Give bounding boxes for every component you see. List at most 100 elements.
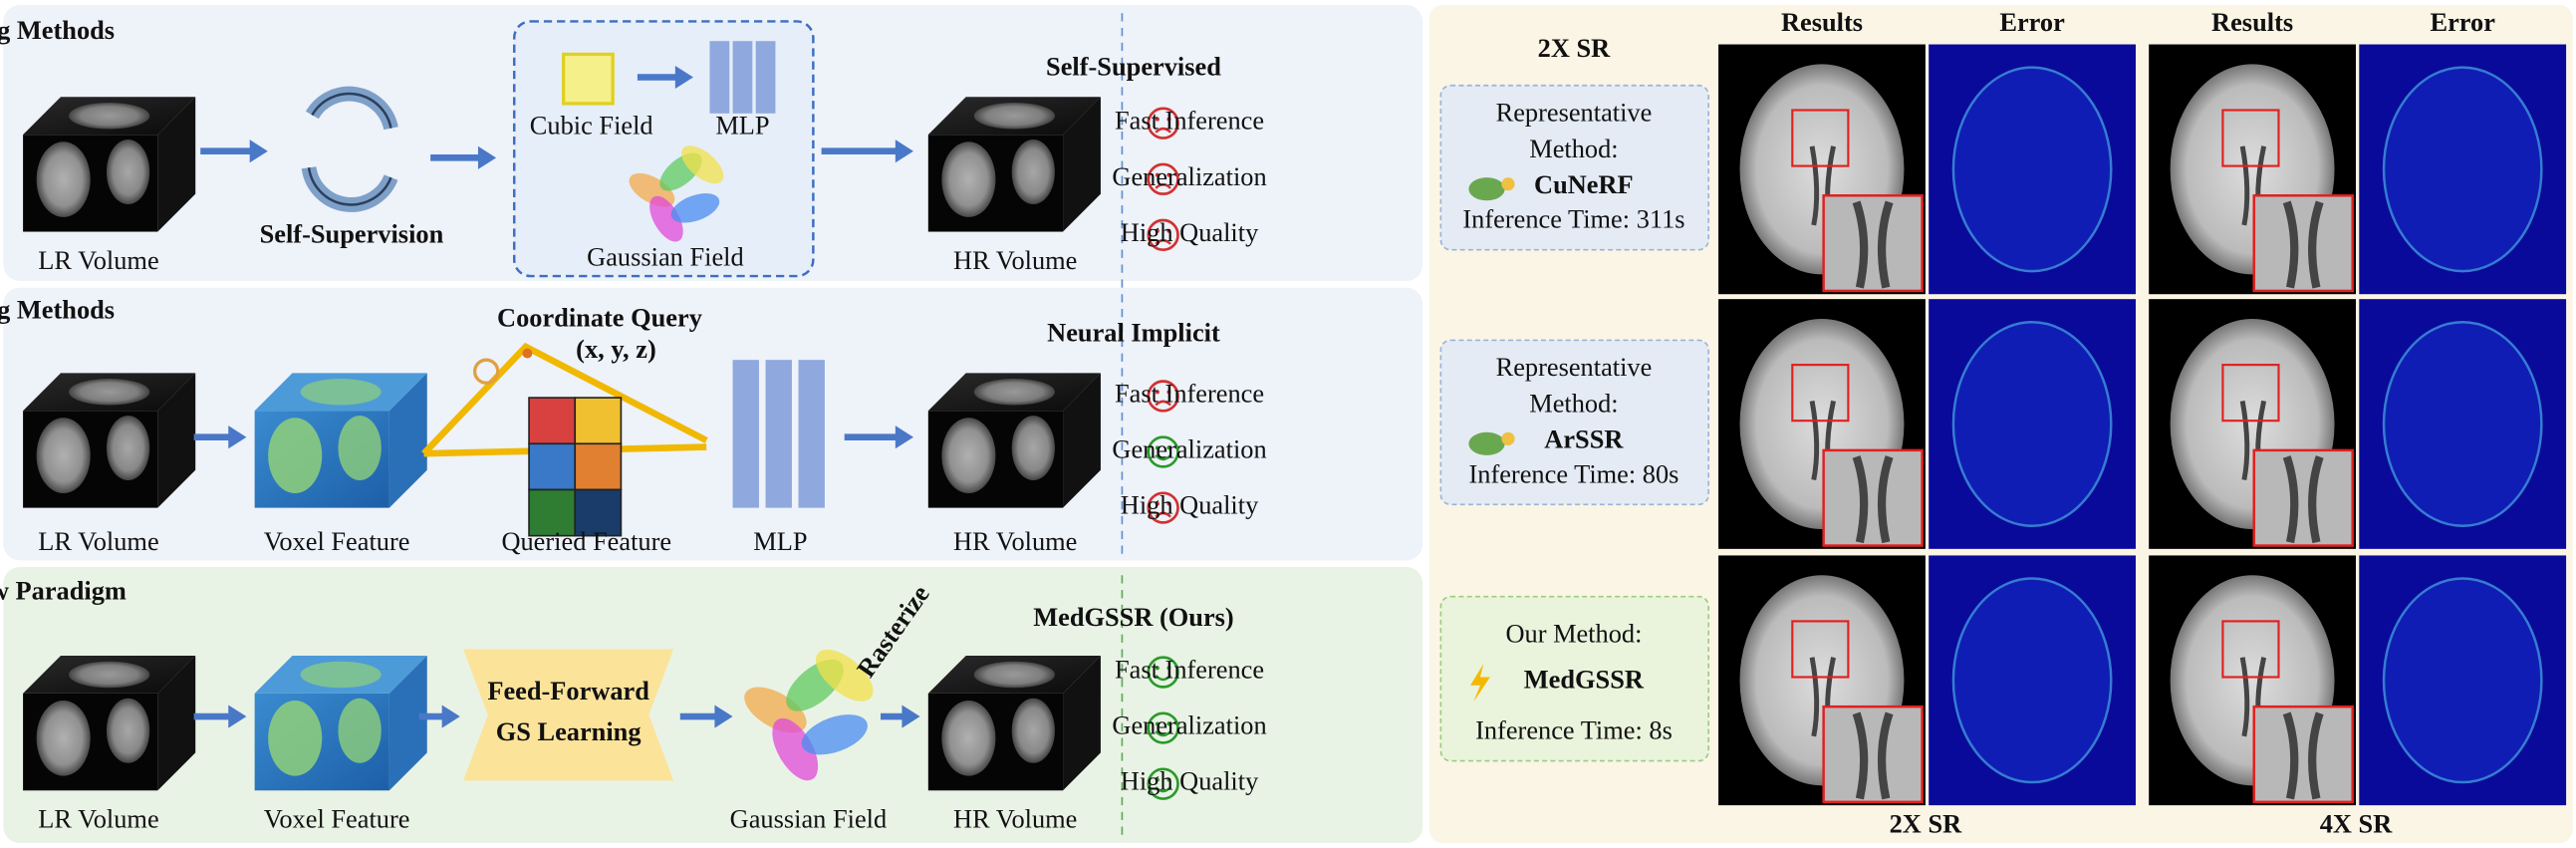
eye	[1166, 117, 1171, 122]
volume-cube	[927, 373, 1101, 508]
cube-slice	[268, 418, 323, 494]
inset-detail	[2282, 711, 2324, 800]
method-intro: Method:	[1529, 134, 1618, 163]
cube-slice	[973, 661, 1055, 689]
label: Gaussian Field	[587, 242, 744, 272]
magnifier	[472, 358, 500, 385]
method-intro: Representative	[1496, 97, 1653, 127]
eye	[1155, 445, 1159, 450]
error-map	[1951, 66, 2113, 273]
eye	[1155, 777, 1159, 782]
mlp-bar	[755, 41, 776, 114]
volume-cube	[23, 97, 196, 232]
eye	[1155, 501, 1159, 506]
zoom-box	[2221, 620, 2280, 679]
method-box	[1439, 84, 1710, 251]
gaussian	[649, 195, 683, 242]
column-header: Results	[2211, 7, 2293, 37]
arrow-head	[714, 705, 733, 728]
error-map	[2382, 66, 2543, 273]
label: Voxel Feature	[264, 526, 410, 556]
eye	[1166, 390, 1171, 395]
label: LR Volume	[38, 804, 158, 834]
cube-slice	[338, 416, 382, 481]
zoom-box	[1791, 364, 1850, 423]
gaussian	[801, 714, 868, 755]
eye	[1166, 501, 1171, 506]
inset-detail	[1852, 711, 1894, 800]
mood-face	[1147, 107, 1179, 140]
bolt-icon	[1470, 664, 1490, 703]
cube-slice	[106, 416, 150, 481]
cycle-icon	[307, 92, 392, 206]
error-map	[2382, 577, 2543, 784]
zoom-box	[1791, 620, 1850, 679]
mood-face	[1147, 380, 1179, 413]
method-name: CuNeRF	[1534, 169, 1634, 199]
turtle-head	[1501, 431, 1515, 445]
mood-face	[1147, 711, 1179, 744]
eye	[1155, 117, 1159, 122]
cube-slice	[1011, 416, 1055, 481]
inset-detail	[2282, 200, 2324, 289]
mouth	[1155, 127, 1171, 134]
arrow-head	[895, 140, 913, 163]
method-time: Inference Time: 80s	[1468, 458, 1678, 488]
panel-title: Existing Methods	[0, 15, 115, 45]
cube-slice	[106, 698, 150, 763]
zoom-box	[2221, 364, 2280, 423]
cube-side	[157, 656, 196, 791]
mood-face	[1147, 218, 1179, 252]
side-item: Fast Inference	[1115, 106, 1264, 136]
label: Coordinate Query	[497, 303, 702, 333]
header: 2X SR	[1538, 33, 1611, 63]
label: HR Volume	[953, 804, 1077, 834]
inset-detail	[1852, 455, 1894, 544]
eye	[1155, 721, 1159, 726]
zoom-box	[2221, 109, 2280, 167]
mouth	[1155, 453, 1171, 461]
eye	[1166, 445, 1171, 450]
feature-cell	[574, 397, 623, 445]
inset-detail	[2282, 455, 2324, 544]
side-heading: MedGSSR (Ours)	[1033, 602, 1233, 632]
voxel-cube	[254, 373, 427, 508]
zoom-inset	[2252, 448, 2354, 547]
cube-side	[157, 373, 196, 508]
label: Gaussian Field	[730, 804, 888, 834]
eye	[1166, 721, 1171, 726]
label: Voxel Feature	[264, 804, 410, 834]
cube-side	[388, 656, 427, 791]
volume-cube	[23, 656, 196, 791]
method-box	[1439, 339, 1710, 506]
method-name: ArSSR	[1544, 424, 1624, 454]
error-map	[1951, 321, 2113, 527]
footer: 4X SR	[2320, 809, 2393, 839]
side-item: Generalization	[1112, 434, 1266, 464]
cube-slice	[36, 700, 91, 776]
panel-title: Existing Methods	[0, 294, 115, 324]
zoom-inset	[1822, 194, 1924, 293]
mouth	[1155, 238, 1171, 245]
column-header: Results	[1781, 7, 1863, 37]
arrow-head	[228, 705, 247, 728]
mlp-bar	[709, 41, 730, 114]
eye	[1166, 777, 1171, 782]
cube-slice	[69, 661, 150, 689]
cube-slice	[338, 698, 382, 763]
mouth	[1155, 786, 1171, 793]
cube-slice	[1011, 140, 1055, 204]
label: Cubic Field	[530, 111, 653, 141]
side-item: High Quality	[1121, 766, 1259, 796]
zoom-inset	[1822, 705, 1924, 804]
label: LR Volume	[38, 526, 158, 556]
gaussian	[772, 717, 819, 781]
method-time: Inference Time: 311s	[1462, 204, 1684, 234]
gaussian	[670, 193, 720, 223]
cube-slice	[106, 140, 150, 204]
mood-face	[1147, 656, 1179, 689]
zoom-inset	[2252, 705, 2354, 804]
cube-slice	[268, 700, 323, 776]
mood-face	[1147, 491, 1179, 524]
cube-slice	[941, 418, 996, 494]
